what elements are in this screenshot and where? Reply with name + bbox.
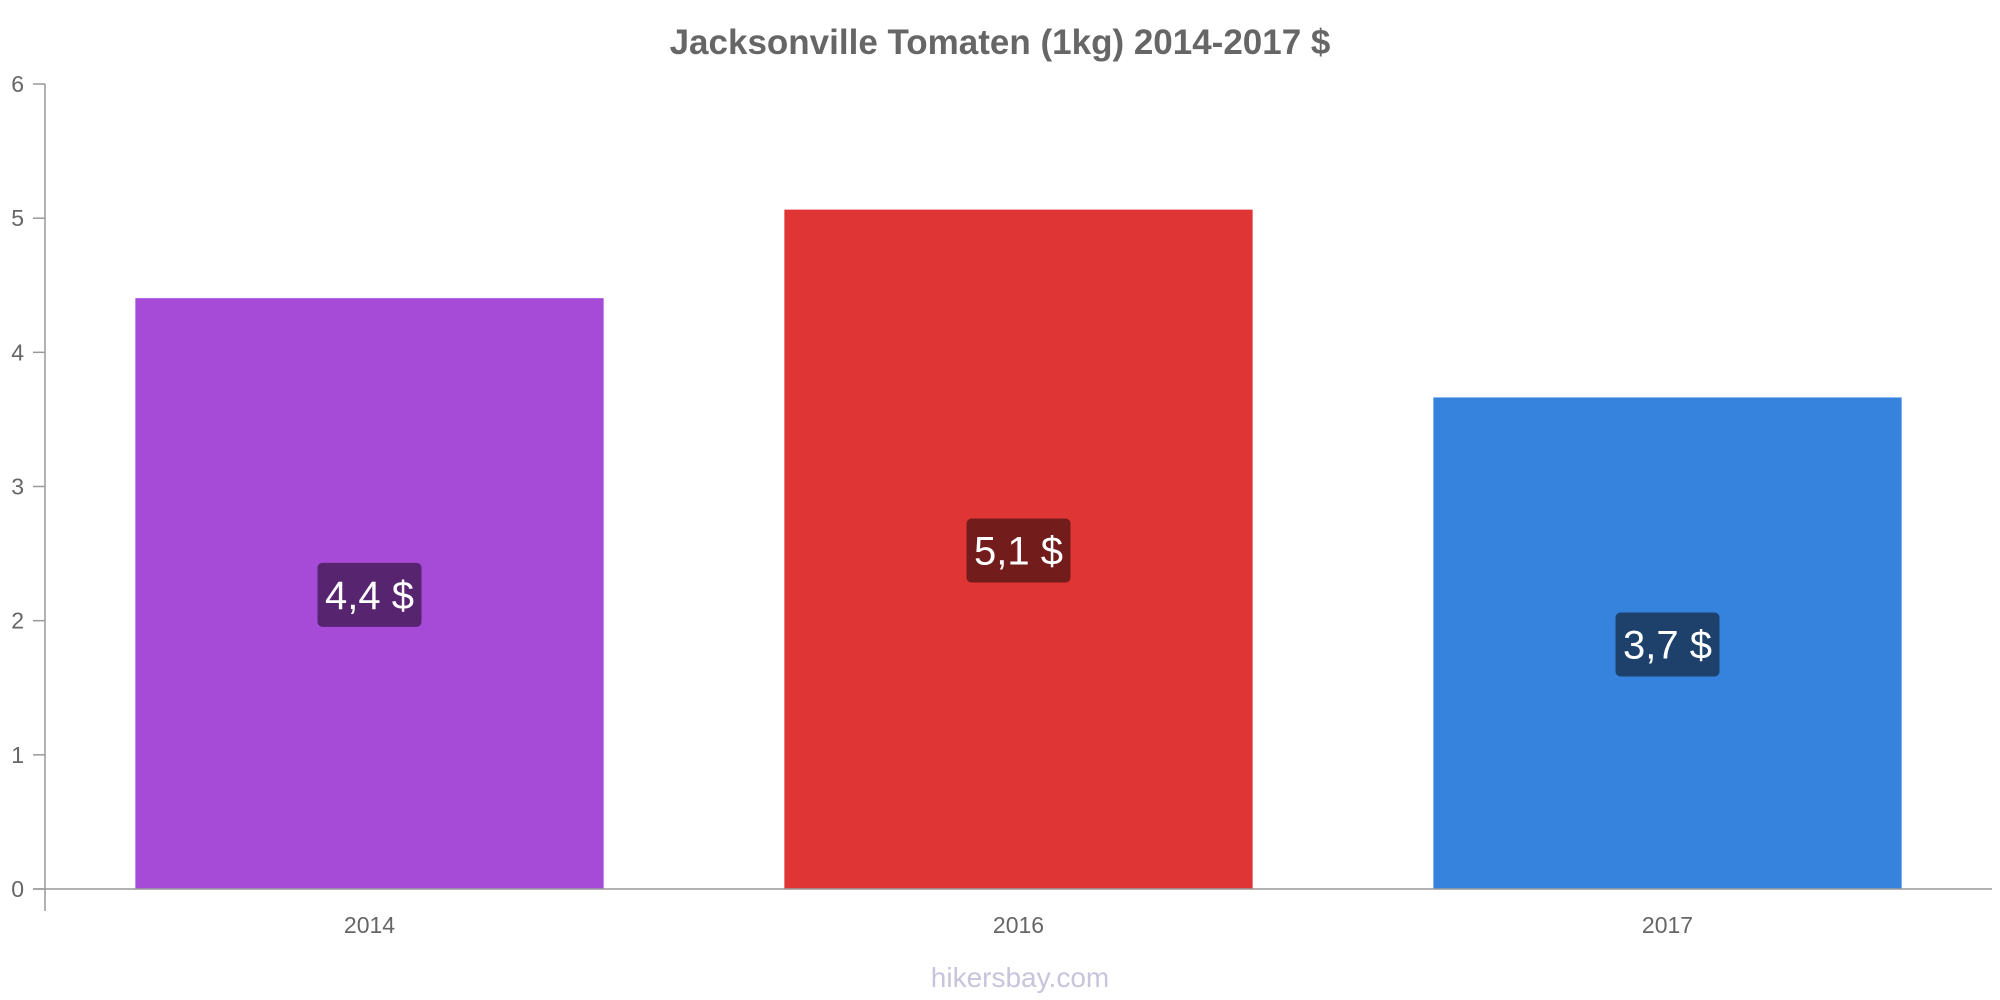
- y-tick-label: 0: [11, 876, 24, 902]
- x-axis-ticks: 2014 2016 2017: [344, 912, 1693, 938]
- x-tick-label: 2017: [1642, 912, 1693, 938]
- y-tick-label: 3: [11, 474, 24, 500]
- x-tick-label: 2016: [993, 912, 1044, 938]
- value-label-box: [1615, 612, 1720, 677]
- y-tick-label: 1: [11, 742, 24, 768]
- value-label: 3,7 $: [1623, 623, 1712, 667]
- y-tick-label: 2: [11, 608, 24, 634]
- y-tick-label: 6: [11, 71, 24, 97]
- value-label-box: [966, 518, 1071, 583]
- value-label: 4,4 $: [325, 574, 414, 618]
- chart-title: Jacksonville Tomaten (1kg) 2014-2017 $: [670, 23, 1331, 62]
- y-tick-label: 5: [11, 205, 24, 231]
- y-tick-label: 4: [11, 339, 24, 365]
- watermark: hikersbay.com: [931, 962, 1109, 993]
- value-label-box: [317, 562, 422, 627]
- bars-group: 4,4 $ 5,1 $ 3,7 $: [135, 209, 1902, 890]
- y-axis-ticks: 0 1 2 3 4 5 6: [11, 71, 45, 902]
- value-label: 5,1 $: [974, 530, 1063, 574]
- x-tick-label: 2014: [344, 912, 395, 938]
